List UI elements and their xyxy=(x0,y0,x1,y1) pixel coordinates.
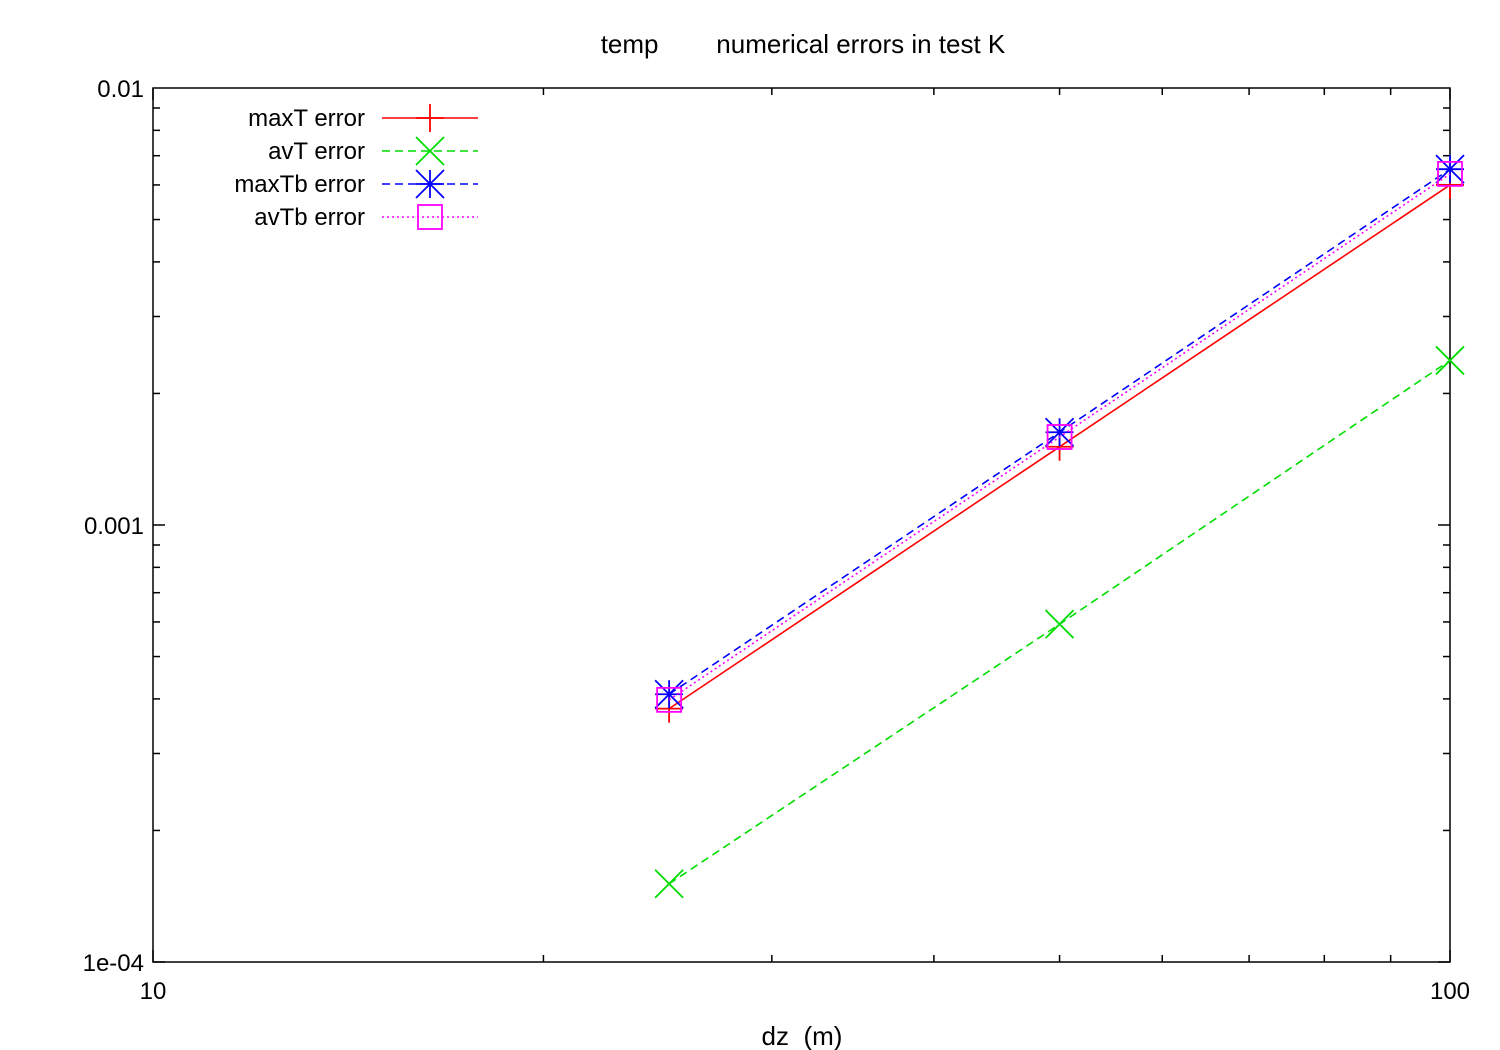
series-layer xyxy=(654,154,1465,899)
legend-label: avT error xyxy=(268,138,365,165)
series-0 xyxy=(655,170,1464,723)
data-point xyxy=(656,686,683,713)
legend-item: avT error xyxy=(268,136,478,166)
data-point xyxy=(1437,160,1463,187)
legend-item: maxT error xyxy=(248,104,478,132)
data-point xyxy=(654,869,684,899)
series-2 xyxy=(654,154,1465,709)
legend-label: maxTb error xyxy=(234,171,365,198)
legend: maxT error avT error maxTb error avTb error xyxy=(234,104,478,231)
series-line xyxy=(668,173,1451,701)
data-point xyxy=(1044,417,1075,447)
legend-marker xyxy=(416,104,444,132)
data-point xyxy=(1435,154,1465,184)
x-tick-label: 10 xyxy=(140,978,167,1005)
legend-label: avTb error xyxy=(254,204,365,231)
y-tick-label: 1e-04 xyxy=(83,950,144,977)
legend-marker xyxy=(415,136,445,166)
legend-item: maxTb error xyxy=(234,169,478,199)
series-3 xyxy=(656,160,1463,713)
legend-marker xyxy=(415,169,445,199)
legend-label: maxT error xyxy=(248,105,365,132)
y-tick-label: 0.001 xyxy=(84,513,144,540)
data-point xyxy=(1046,424,1073,450)
y-tick-label: 0.01 xyxy=(97,76,144,103)
legend-item: avTb error xyxy=(254,204,478,231)
legend-marker xyxy=(417,204,443,230)
x-tick-label: 100 xyxy=(1430,978,1470,1005)
series-1 xyxy=(654,345,1465,899)
chart-title: temp numerical errors in test K xyxy=(601,29,1006,59)
data-point xyxy=(1044,609,1075,639)
x-axis-label: dz (m) xyxy=(762,1021,843,1050)
data-point xyxy=(1435,345,1465,376)
